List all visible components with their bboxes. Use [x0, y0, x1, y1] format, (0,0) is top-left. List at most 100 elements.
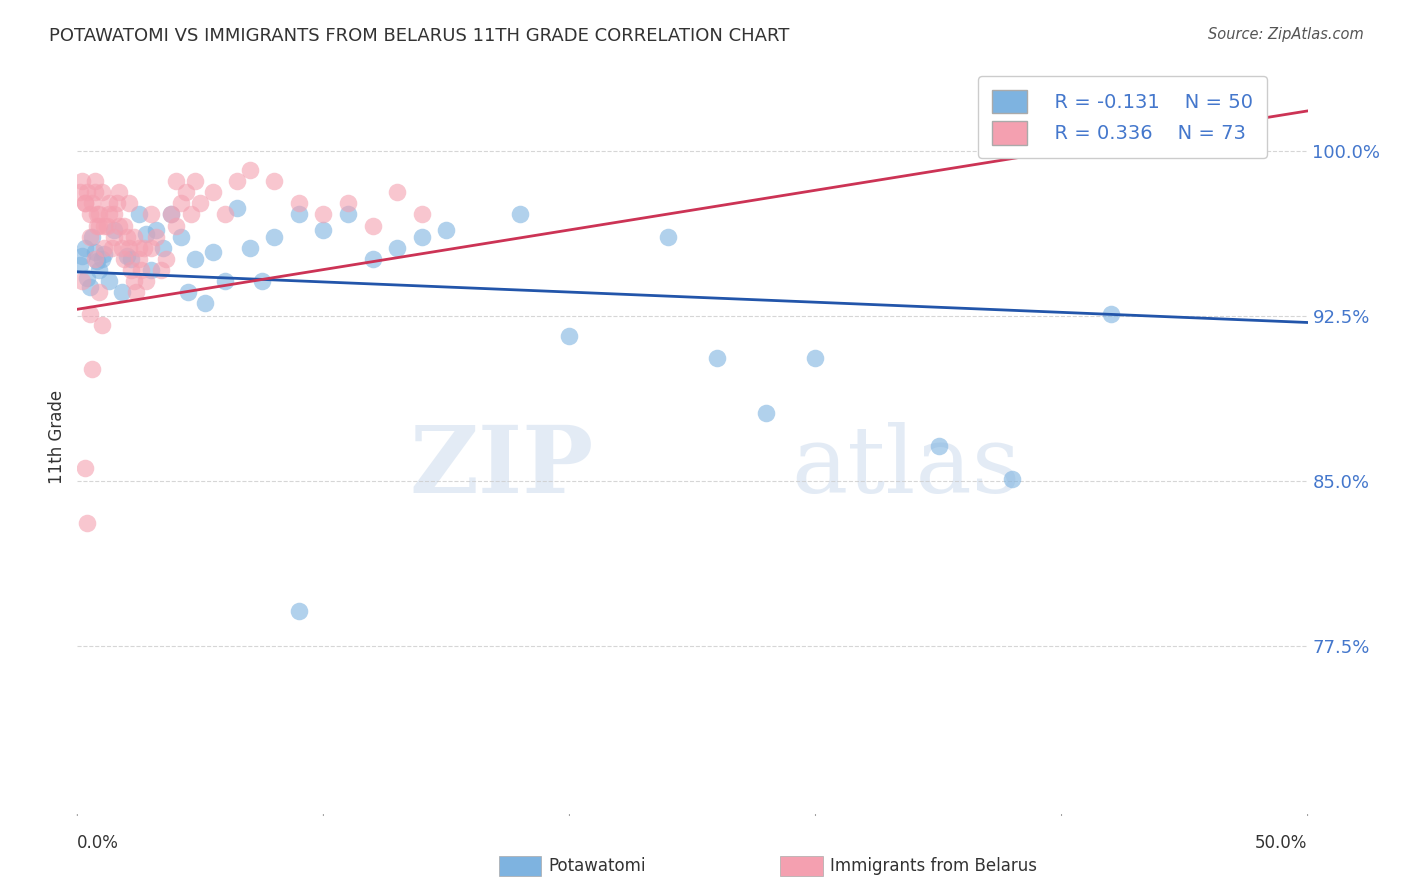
Point — [165, 219, 187, 233]
Point — [96, 219, 118, 233]
Text: ZIP: ZIP — [409, 422, 595, 512]
Point — [263, 229, 285, 244]
Point — [118, 196, 141, 211]
Point — [83, 244, 105, 259]
Point — [89, 219, 111, 233]
Point — [98, 274, 121, 288]
Point — [115, 249, 138, 263]
Point — [98, 207, 121, 221]
Point — [155, 252, 177, 266]
Point — [1001, 472, 1024, 486]
Point — [288, 207, 311, 221]
Point — [145, 223, 167, 237]
Point — [73, 196, 96, 211]
Point — [89, 207, 111, 221]
Point — [128, 252, 150, 266]
Point — [411, 207, 433, 221]
Point — [239, 163, 262, 178]
Point — [73, 196, 96, 211]
Point — [69, 186, 91, 200]
Point — [105, 196, 128, 211]
Point — [755, 406, 778, 420]
Legend:   R = -0.131    N = 50,   R = 0.336    N = 73: R = -0.131 N = 50, R = 0.336 N = 73 — [979, 76, 1267, 159]
Point — [76, 516, 98, 530]
Text: Immigrants from Belarus: Immigrants from Belarus — [830, 857, 1036, 875]
Point — [436, 223, 458, 237]
Point — [337, 207, 360, 221]
Point — [121, 262, 143, 277]
Point — [135, 274, 157, 288]
Point — [122, 229, 145, 244]
Point — [361, 252, 384, 266]
Point — [112, 219, 135, 233]
Point — [90, 252, 114, 266]
Point — [112, 252, 135, 266]
Point — [82, 196, 104, 211]
Text: 0.0%: 0.0% — [77, 834, 120, 852]
Point — [226, 174, 249, 188]
Point — [82, 361, 104, 376]
Point — [108, 186, 131, 200]
Point — [79, 207, 101, 221]
Y-axis label: 11th Grade: 11th Grade — [48, 390, 66, 484]
Point — [385, 241, 409, 255]
Point — [108, 219, 131, 233]
Point — [79, 280, 101, 294]
Point — [90, 186, 114, 200]
Point — [174, 186, 197, 200]
Point — [411, 229, 433, 244]
Point — [93, 247, 115, 261]
Point — [89, 262, 111, 277]
Point — [70, 174, 93, 188]
Point — [141, 262, 163, 277]
Text: POTAWATOMI VS IMMIGRANTS FROM BELARUS 11TH GRADE CORRELATION CHART: POTAWATOMI VS IMMIGRANTS FROM BELARUS 11… — [49, 27, 790, 45]
Point — [101, 241, 124, 255]
Point — [83, 186, 105, 200]
Point — [214, 207, 236, 221]
Point — [129, 262, 153, 277]
Point — [128, 241, 150, 255]
Point — [145, 229, 167, 244]
Point — [86, 219, 108, 233]
Point — [226, 201, 249, 215]
Point — [804, 351, 827, 365]
Point — [103, 207, 125, 221]
Point — [70, 274, 93, 288]
Point — [76, 271, 98, 285]
Point — [73, 241, 96, 255]
Point — [385, 186, 409, 200]
Point — [122, 274, 145, 288]
Point — [160, 207, 183, 221]
Point — [73, 461, 96, 475]
Point — [83, 174, 105, 188]
Point — [132, 241, 155, 255]
Point — [121, 252, 143, 266]
Point — [312, 207, 335, 221]
Point — [288, 196, 311, 211]
Point — [76, 186, 98, 200]
Point — [111, 285, 132, 299]
Point — [82, 229, 104, 244]
Text: 50.0%: 50.0% — [1256, 834, 1308, 852]
Point — [86, 253, 108, 268]
Point — [160, 207, 183, 221]
Point — [184, 174, 207, 188]
Point — [184, 252, 207, 266]
Point — [201, 244, 224, 259]
Point — [118, 241, 141, 255]
Point — [79, 229, 101, 244]
Point — [706, 351, 728, 365]
Point — [103, 223, 125, 237]
Text: atlas: atlas — [792, 422, 1021, 512]
Point — [263, 174, 285, 188]
Point — [180, 207, 202, 221]
Text: Source: ZipAtlas.com: Source: ZipAtlas.com — [1208, 27, 1364, 42]
Point — [201, 186, 224, 200]
Point — [558, 328, 581, 343]
Point — [152, 241, 174, 255]
Point — [128, 207, 150, 221]
Point — [141, 207, 163, 221]
Point — [928, 439, 950, 453]
Point — [194, 295, 217, 310]
Point — [1174, 135, 1197, 149]
